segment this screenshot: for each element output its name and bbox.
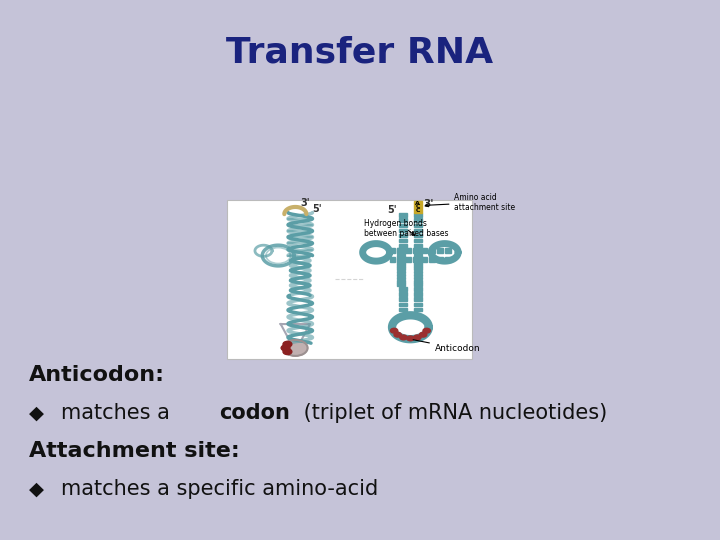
- Text: matches a: matches a: [61, 403, 176, 423]
- Circle shape: [363, 244, 390, 261]
- Circle shape: [392, 315, 429, 339]
- Bar: [414, 213, 422, 217]
- Bar: [414, 280, 422, 282]
- Bar: [414, 261, 422, 264]
- Text: A: A: [415, 201, 420, 206]
- Text: matches a specific amino-acid: matches a specific amino-acid: [61, 478, 379, 499]
- Bar: [397, 284, 405, 286]
- Text: Anticodon:: Anticodon:: [29, 365, 165, 386]
- Text: Transfer RNA: Transfer RNA: [226, 35, 494, 69]
- Circle shape: [407, 336, 414, 341]
- Bar: [430, 257, 435, 261]
- Circle shape: [414, 335, 421, 340]
- Bar: [397, 277, 405, 280]
- Bar: [399, 308, 407, 311]
- Bar: [390, 257, 395, 261]
- Bar: [414, 271, 422, 273]
- Bar: [397, 280, 405, 282]
- Bar: [414, 248, 422, 251]
- Circle shape: [423, 328, 431, 333]
- Text: codon: codon: [219, 403, 289, 423]
- Bar: [390, 248, 395, 253]
- Bar: [414, 308, 422, 311]
- Bar: [397, 267, 405, 270]
- Text: ◆: ◆: [29, 479, 50, 498]
- Bar: [414, 244, 422, 247]
- Circle shape: [394, 332, 401, 337]
- Circle shape: [283, 349, 292, 355]
- Bar: [414, 287, 422, 291]
- Text: Attachment site:: Attachment site:: [29, 441, 240, 461]
- Text: 5': 5': [312, 204, 322, 214]
- Bar: [399, 234, 407, 238]
- Bar: [413, 257, 419, 261]
- Bar: [414, 277, 422, 280]
- Text: Hydrogen bonds
between paired bases: Hydrogen bonds between paired bases: [364, 219, 449, 238]
- Bar: [397, 264, 405, 267]
- Bar: [397, 257, 403, 261]
- Bar: [414, 201, 422, 213]
- Circle shape: [400, 335, 407, 340]
- Bar: [437, 257, 443, 261]
- Bar: [399, 292, 407, 296]
- Bar: [399, 244, 407, 247]
- Bar: [414, 298, 422, 301]
- Bar: [405, 257, 411, 261]
- Bar: [397, 261, 405, 264]
- Text: Anticodon: Anticodon: [413, 340, 480, 353]
- Bar: [414, 258, 422, 260]
- Bar: [399, 298, 407, 301]
- Bar: [445, 257, 451, 261]
- Bar: [414, 284, 422, 286]
- Bar: [414, 274, 422, 276]
- Circle shape: [283, 341, 292, 347]
- Bar: [397, 248, 405, 251]
- Text: 3': 3': [423, 199, 434, 209]
- Text: Amino acid
attachment site: Amino acid attachment site: [426, 193, 516, 212]
- Circle shape: [283, 340, 307, 356]
- Bar: [397, 254, 405, 257]
- Bar: [397, 271, 405, 273]
- Text: 5': 5': [387, 205, 397, 214]
- Bar: [399, 219, 407, 222]
- Circle shape: [420, 332, 427, 337]
- Bar: [399, 228, 407, 232]
- Bar: [437, 248, 443, 253]
- Bar: [414, 224, 422, 227]
- Bar: [399, 302, 407, 306]
- Bar: [414, 228, 422, 232]
- Bar: [397, 252, 405, 254]
- Bar: [414, 302, 422, 306]
- Bar: [397, 258, 405, 260]
- Bar: [399, 224, 407, 227]
- Bar: [405, 248, 411, 253]
- Bar: [399, 213, 407, 217]
- Bar: [397, 248, 403, 253]
- Circle shape: [281, 345, 290, 351]
- Bar: [413, 248, 419, 253]
- Circle shape: [431, 244, 458, 261]
- Text: ◆: ◆: [29, 403, 50, 423]
- Circle shape: [390, 328, 397, 333]
- Bar: [445, 248, 451, 253]
- Bar: [414, 264, 422, 267]
- Bar: [414, 254, 422, 257]
- Bar: [422, 257, 427, 261]
- Bar: [430, 248, 435, 253]
- Text: C: C: [415, 205, 420, 210]
- Bar: [399, 287, 407, 291]
- Text: C: C: [415, 208, 420, 213]
- FancyBboxPatch shape: [227, 200, 472, 359]
- Bar: [414, 292, 422, 296]
- Bar: [414, 239, 422, 242]
- Text: (triplet of mRNA nucleotides): (triplet of mRNA nucleotides): [297, 403, 608, 423]
- Bar: [399, 239, 407, 242]
- Bar: [414, 219, 422, 222]
- Text: 3': 3': [300, 198, 310, 208]
- Bar: [414, 234, 422, 238]
- Bar: [397, 274, 405, 276]
- Bar: [414, 267, 422, 270]
- Bar: [414, 252, 422, 254]
- Bar: [422, 248, 427, 253]
